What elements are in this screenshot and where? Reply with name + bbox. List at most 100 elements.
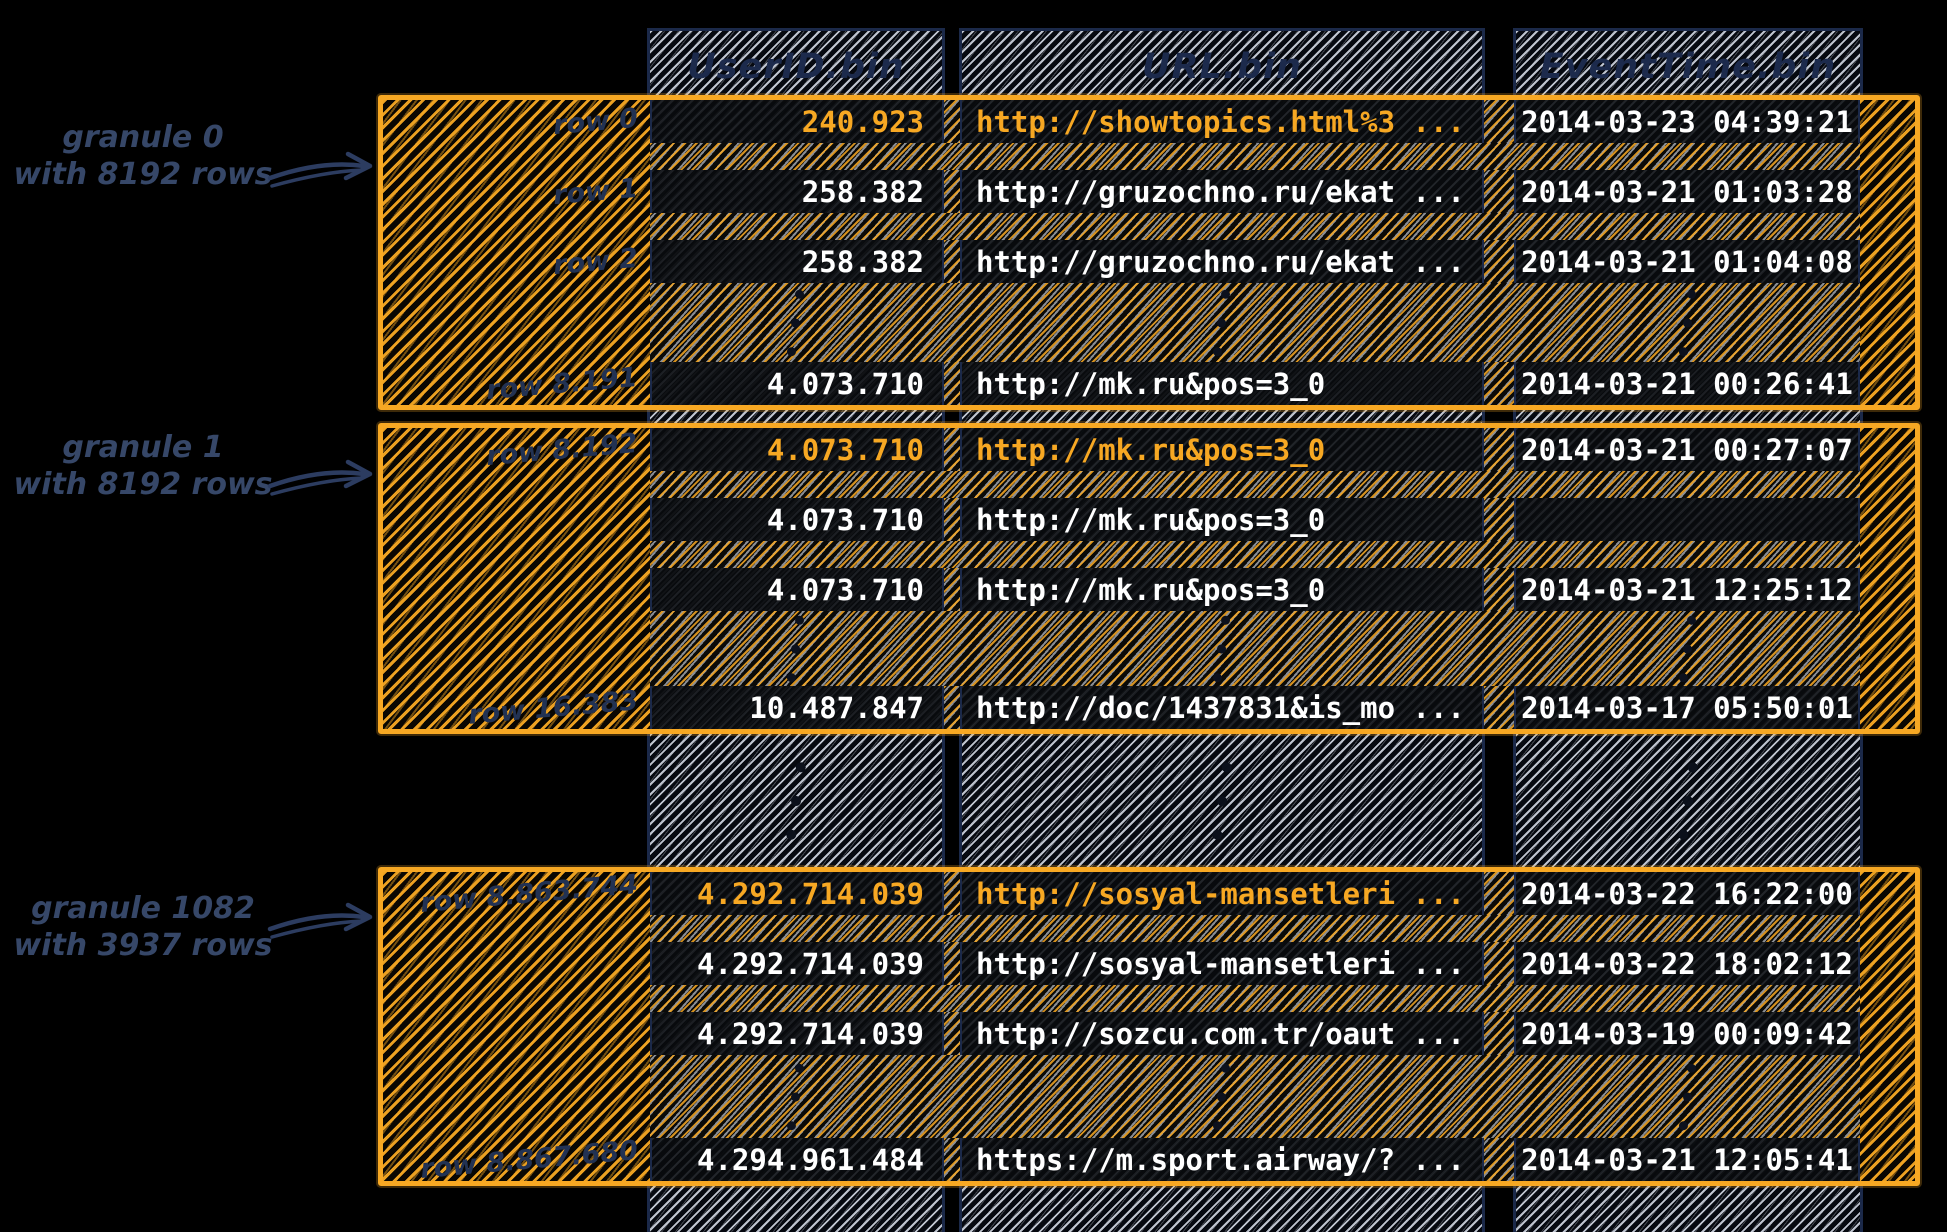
- annotation-line: with 8192 rows: [13, 466, 273, 502]
- rows-ellipsis-band: [383, 611, 1915, 686]
- table-row: row 8.192 4.073.710 http://mk.ru&pos=3_0…: [383, 427, 1915, 473]
- cell-url: http://sosyal-mansetleri ...: [962, 872, 1482, 915]
- cell-userid: 4.073.710: [650, 362, 942, 405]
- column-header-url: URL.bin: [1142, 47, 1302, 87]
- cell-userid: 4.292.714.039: [650, 872, 942, 915]
- vertical-ellipsis-icon: [1678, 614, 1697, 683]
- row-separator: [383, 541, 1915, 568]
- cell-userid: 4.073.710: [650, 428, 942, 471]
- column-gap: [1482, 100, 1516, 143]
- cell-url: http://sozcu.com.tr/oaut ...: [962, 1012, 1482, 1055]
- annotation-line: with 8192 rows: [13, 156, 273, 192]
- granule-right-hatch: [1860, 428, 1915, 729]
- table-row: row 1 258.382 http://gruzochno.ru/ekat .…: [383, 170, 1915, 213]
- row-separator: [383, 915, 1915, 942]
- annotation-granule-1082: granule 1082 with 3937 rows: [2, 891, 284, 964]
- cell-userid: 4.294.961.484: [650, 1138, 942, 1181]
- column-gap: [1482, 362, 1516, 405]
- table-row: row 2 258.382 http://gruzochno.ru/ekat .…: [383, 240, 1915, 283]
- granule-left-hatch: [383, 428, 650, 729]
- granule-right-hatch: [1860, 100, 1915, 405]
- cell-url: http://doc/1437831&is_mo ...: [962, 686, 1482, 729]
- granule-0-box: row 0 240.923 http://showtopics.html%3 .…: [378, 95, 1920, 410]
- column-gap: [942, 498, 962, 541]
- cell-eventtime: 2014-03-22 18:02:12: [1516, 942, 1860, 985]
- annotation-line: granule 0: [62, 120, 224, 155]
- vertical-ellipsis-icon: [1212, 1062, 1231, 1131]
- row-label: row 8.192: [485, 427, 640, 473]
- row-separator: [383, 985, 1915, 1012]
- table-row: row 16.383 10.487.847 http://doc/1437831…: [383, 685, 1915, 731]
- vertical-ellipsis-icon: [786, 614, 805, 683]
- vertical-ellipsis-icon: [1678, 1062, 1697, 1131]
- column-gap: [942, 568, 962, 611]
- vertical-ellipsis-icon: [786, 288, 805, 357]
- row-label: [638, 963, 650, 964]
- cell-userid: 4.073.710: [650, 568, 942, 611]
- annotation-line: with 3937 rows: [13, 927, 273, 963]
- row-label: row 8.863.744: [418, 869, 639, 919]
- cell-userid: 240.923: [650, 100, 942, 143]
- vertical-ellipsis-icon: [1212, 614, 1231, 683]
- column-gap: [942, 872, 962, 915]
- row-label: row 8.191: [485, 361, 640, 407]
- row-separator: [383, 213, 1915, 240]
- cell-url: http://showtopics.html%3 ...: [962, 100, 1482, 143]
- granule-right-hatch: [1860, 872, 1915, 1181]
- column-gap: [1482, 872, 1516, 915]
- table-row: row 8.863.744 4.292.714.039 http://sosya…: [383, 869, 1915, 919]
- column-header-userid: UserID.bin: [687, 47, 905, 87]
- vertical-ellipsis-icon: [1212, 288, 1231, 357]
- cell-url: http://mk.ru&pos=3_0: [962, 362, 1482, 405]
- column-gap: [1482, 170, 1516, 213]
- table-row: row 8.191 4.073.710 http://mk.ru&pos=3_0…: [383, 361, 1915, 407]
- cell-url: http://gruzochno.ru/ekat ...: [962, 170, 1482, 213]
- row-label: [638, 519, 650, 520]
- table-row: 4.292.714.039 http://sosyal-mansetleri .…: [383, 942, 1915, 985]
- granule-left-hatch: [383, 100, 650, 405]
- column-gap: [1482, 498, 1516, 541]
- cell-userid: 4.292.714.039: [650, 1012, 942, 1055]
- cell-eventtime: 2014-03-21 00:26:41: [1516, 362, 1860, 405]
- row-label: row 1: [551, 172, 640, 212]
- column-gap: [942, 170, 962, 213]
- cell-eventtime: 2014-03-21 12:25:12: [1516, 568, 1860, 611]
- row-separator: [383, 471, 1915, 498]
- column-gap: [1482, 428, 1516, 471]
- row-label: row 8.867.680: [418, 1135, 639, 1185]
- vertical-ellipsis-icon: [1678, 288, 1697, 357]
- annotation-granule-1: granule 1 with 8192 rows: [2, 430, 284, 503]
- cell-eventtime: 2014-03-21 00:27:07: [1516, 428, 1860, 471]
- row-label: row 16.383: [466, 685, 640, 731]
- arrow-right-icon: [267, 459, 373, 496]
- cell-userid: 258.382: [650, 170, 942, 213]
- cell-eventtime: 2014-03-23 04:39:21: [1516, 100, 1860, 143]
- granule-1082-box: row 8.863.744 4.292.714.039 http://sosya…: [378, 867, 1920, 1186]
- column-gap: [942, 942, 962, 985]
- row-label: row 2: [551, 242, 640, 282]
- row-label: [638, 589, 650, 590]
- vertical-ellipsis-icon: [786, 1062, 805, 1131]
- column-gap: [942, 100, 962, 143]
- arrow-right-icon: [267, 151, 373, 188]
- row-label: [638, 1033, 650, 1034]
- cell-eventtime: 2014-03-21 01:03:28: [1516, 170, 1860, 213]
- column-gap: [942, 1138, 962, 1181]
- column-header-eventtime: EventTime.bin: [1539, 47, 1837, 87]
- cell-eventtime: 2014-03-21 01:04:08: [1516, 240, 1860, 283]
- granule-1-box: row 8.192 4.073.710 http://mk.ru&pos=3_0…: [378, 423, 1920, 734]
- arrow-right-icon: [267, 902, 373, 939]
- column-gap: [1482, 568, 1516, 611]
- table-row: 4.073.710 http://mk.ru&pos=3_0 2014-03-2…: [383, 568, 1915, 611]
- rows-ellipsis-band: [383, 283, 1915, 362]
- column-gap: [942, 240, 962, 283]
- column-gap: [942, 428, 962, 471]
- cell-eventtime: 2014-03-21 12:05:41: [1516, 1138, 1860, 1181]
- cell-userid: 258.382: [650, 240, 942, 283]
- granule-left-hatch: [383, 872, 650, 1181]
- cell-url: http://mk.ru&pos=3_0: [962, 498, 1482, 541]
- cell-url: http://mk.ru&pos=3_0: [962, 568, 1482, 611]
- row-separator: [383, 143, 1915, 170]
- column-gap: [942, 362, 962, 405]
- row-label: row 0: [551, 102, 640, 142]
